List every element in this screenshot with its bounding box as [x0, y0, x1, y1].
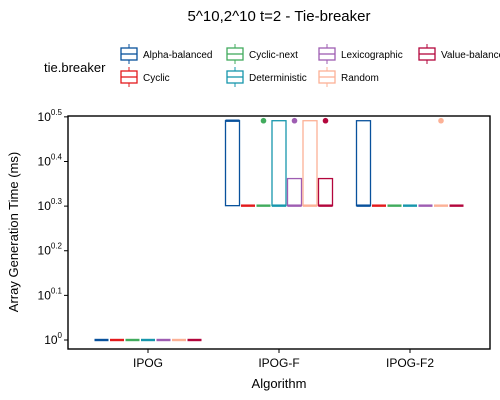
- y-tick-label: 100.1: [38, 286, 63, 302]
- y-axis: 100 100.1 100.2 100.3 100.4 100.5: [38, 108, 68, 347]
- legend-label: Random: [341, 73, 379, 84]
- y-tick-label: 100.2: [38, 242, 63, 258]
- legend: tie.breaker Alpha-balanced Cyclic-next Lex…: [44, 44, 500, 87]
- x-axis-title: Algorithm: [252, 376, 307, 391]
- legend-label: Alpha-balanced: [143, 50, 213, 61]
- outlier-point: [438, 117, 444, 124]
- legend-title: tie.breaker: [44, 60, 106, 75]
- legend-label: Cyclic: [143, 73, 170, 84]
- x-axis: IPOG IPOG-F IPOG-F2: [133, 349, 434, 370]
- outlier-point: [291, 117, 298, 124]
- y-tick-label: 100.4: [38, 152, 63, 168]
- box: [355, 120, 372, 207]
- y-tick-label: 100: [44, 331, 62, 347]
- x-tick-label: IPOG: [133, 356, 163, 370]
- y-tick-label: 100.3: [38, 197, 63, 213]
- box: [317, 177, 334, 207]
- chart-title: 5^10,2^10 t=2 - Tie-breaker: [188, 8, 371, 25]
- y-tick-label: 100.5: [38, 108, 63, 124]
- box: [271, 120, 287, 207]
- plot-area: [94, 117, 464, 342]
- box: [224, 120, 241, 207]
- legend-label: Deterministic: [249, 73, 307, 84]
- outlier-point: [260, 117, 267, 124]
- x-tick-label: IPOG-F2: [386, 356, 434, 370]
- y-axis-title: Array Generation Time (ms): [6, 152, 21, 312]
- box: [302, 120, 318, 207]
- legend-label: Value-balanced: [441, 50, 500, 61]
- box: [286, 177, 303, 207]
- x-tick-label: IPOG-F: [258, 356, 299, 370]
- legend-label: Lexicographic: [341, 50, 403, 61]
- outlier-point: [322, 117, 329, 124]
- legend-label: Cyclic-next: [249, 50, 298, 61]
